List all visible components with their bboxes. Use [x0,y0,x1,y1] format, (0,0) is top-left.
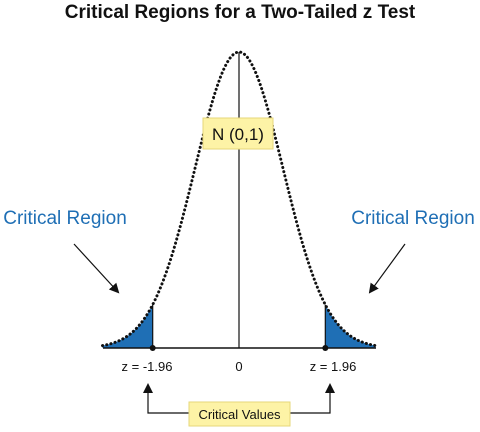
critical-values-box [188,401,291,427]
left-critical-region [102,304,153,348]
right-region-label: Critical Region [351,208,475,229]
right-region-arrow [368,243,406,294]
diagram-title: Critical Regions for a Two-Tailed z Test [65,2,416,23]
right-critical-region [325,304,376,348]
critical-values-label: Critical Values [198,407,281,422]
normal-curve [101,50,377,348]
left-critical-point [149,345,156,351]
distribution-label-box [202,117,274,150]
left-region-label: Critical Region [3,208,127,229]
tick-center: 0 [235,359,242,374]
critical-values-left-arrow [143,383,189,414]
tick-left: z = -1.96 [122,359,173,374]
distribution-label: N (0,1) [212,125,264,144]
tick-right: z = 1.96 [310,359,357,374]
left-region-arrow [73,243,120,294]
critical-values-right-arrow [290,383,335,414]
right-critical-point [322,345,329,351]
